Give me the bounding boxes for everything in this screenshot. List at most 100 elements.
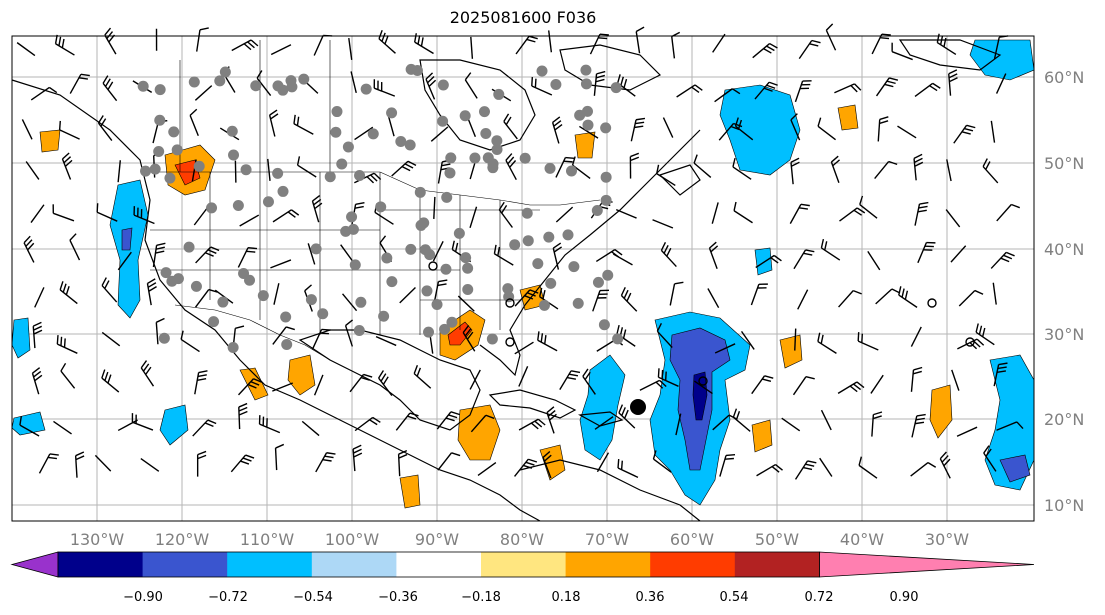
wind-barb — [593, 70, 606, 96]
wind-barb — [740, 331, 755, 350]
wind-barb — [58, 120, 80, 140]
calm-circle — [698, 376, 708, 386]
station-marker — [600, 171, 612, 183]
colorbar-tick-label: 0.90 — [890, 590, 919, 605]
contour-negative-caribbean — [579, 354, 626, 461]
wind-barb — [589, 33, 609, 55]
wind-barb — [871, 33, 891, 55]
wind-barb — [951, 369, 960, 391]
station-marker — [227, 341, 239, 353]
wind-barb — [399, 286, 416, 304]
station-marker — [469, 152, 481, 164]
station-marker — [544, 162, 556, 174]
station-marker — [206, 202, 218, 214]
wind-barb — [348, 37, 353, 60]
wind-barb — [237, 247, 258, 268]
wind-barb — [155, 317, 165, 345]
wind-barb — [34, 287, 45, 308]
wind-barb — [794, 80, 812, 103]
wind-barb — [875, 288, 901, 305]
station-marker — [164, 172, 176, 184]
colorbar-tick-label: −0.36 — [378, 590, 418, 605]
lon-label: 30°W — [925, 530, 969, 549]
wind-barb — [354, 416, 381, 432]
lon-label: 130°W — [70, 530, 125, 549]
wind-barb — [498, 201, 513, 228]
station-marker — [140, 165, 152, 177]
station-marker — [149, 163, 161, 175]
station-marker — [536, 65, 548, 77]
station-marker — [445, 152, 457, 164]
wind-barb — [939, 451, 951, 479]
wind-barb — [620, 287, 638, 312]
wind-barb — [344, 319, 354, 347]
wind-barb — [555, 206, 574, 223]
wind-barb — [552, 242, 563, 270]
map-title: 2025081600 F036 — [449, 8, 597, 27]
wind-barb — [53, 420, 72, 435]
station-marker — [305, 294, 317, 306]
wind-barb — [996, 421, 1024, 431]
station-marker — [565, 165, 577, 177]
lon-label: 100°W — [325, 530, 380, 549]
station-marker — [342, 141, 354, 153]
contour-positive-central-am — [457, 404, 501, 461]
station-marker — [491, 135, 503, 147]
colorbar-segment — [227, 552, 313, 577]
station-marker — [262, 196, 274, 208]
wind-barb — [546, 406, 557, 434]
wind-barb — [349, 373, 373, 393]
station-marker — [572, 297, 584, 309]
station-marker — [354, 169, 366, 181]
wind-barb — [378, 370, 393, 397]
colorbar-tick-label: 0.18 — [552, 590, 581, 605]
wind-barb — [270, 44, 292, 56]
wind-barb — [74, 451, 85, 478]
wind-barb — [340, 244, 355, 263]
wind-barb — [21, 119, 33, 140]
station-marker — [238, 268, 250, 280]
station-marker — [509, 239, 521, 251]
wind-barb — [733, 201, 753, 224]
station-marker — [550, 78, 562, 90]
lat-label: 30°N — [1044, 325, 1084, 344]
colorbar-tick-labels: −0.90 −0.72 −0.54 −0.36 −0.18 0.18 0.36 … — [123, 590, 918, 605]
coast-cuba — [488, 389, 577, 419]
wind-barb — [950, 245, 967, 263]
station-marker — [250, 80, 262, 92]
lat-label: 20°N — [1044, 410, 1084, 429]
station-marker — [310, 243, 322, 255]
wind-barb — [237, 378, 263, 396]
contour-positive-nw — [39, 129, 61, 153]
station-marker — [591, 205, 603, 217]
wind-barb — [31, 367, 43, 395]
station-marker — [208, 316, 220, 328]
wind-barb — [652, 219, 674, 229]
wind-barb — [397, 449, 408, 477]
wind-barb — [307, 243, 316, 265]
station-markers — [137, 63, 624, 353]
wind-barb — [101, 331, 121, 347]
wind-barb — [413, 364, 432, 389]
wind-barb — [789, 203, 810, 224]
wind-barb — [457, 295, 475, 312]
wind-barb — [140, 458, 160, 472]
wind-barb — [30, 204, 45, 223]
colorbar-segment — [142, 552, 228, 577]
station-marker — [439, 323, 451, 335]
station-marker — [459, 110, 471, 122]
calm-circle — [505, 298, 515, 308]
wind-barb — [117, 160, 122, 183]
wind-barb — [993, 362, 1008, 387]
station-marker — [190, 280, 202, 292]
coast-newfoundland — [658, 164, 701, 196]
wind-barb — [470, 36, 474, 59]
border-us-mexico — [174, 304, 331, 361]
wind-barb — [982, 158, 999, 184]
wind-barb — [582, 368, 596, 395]
station-marker — [336, 158, 348, 170]
wind-barb — [432, 241, 444, 262]
contour-negative-pacific-mid — [159, 404, 189, 446]
wind-barb — [559, 370, 581, 391]
station-marker — [360, 83, 372, 95]
